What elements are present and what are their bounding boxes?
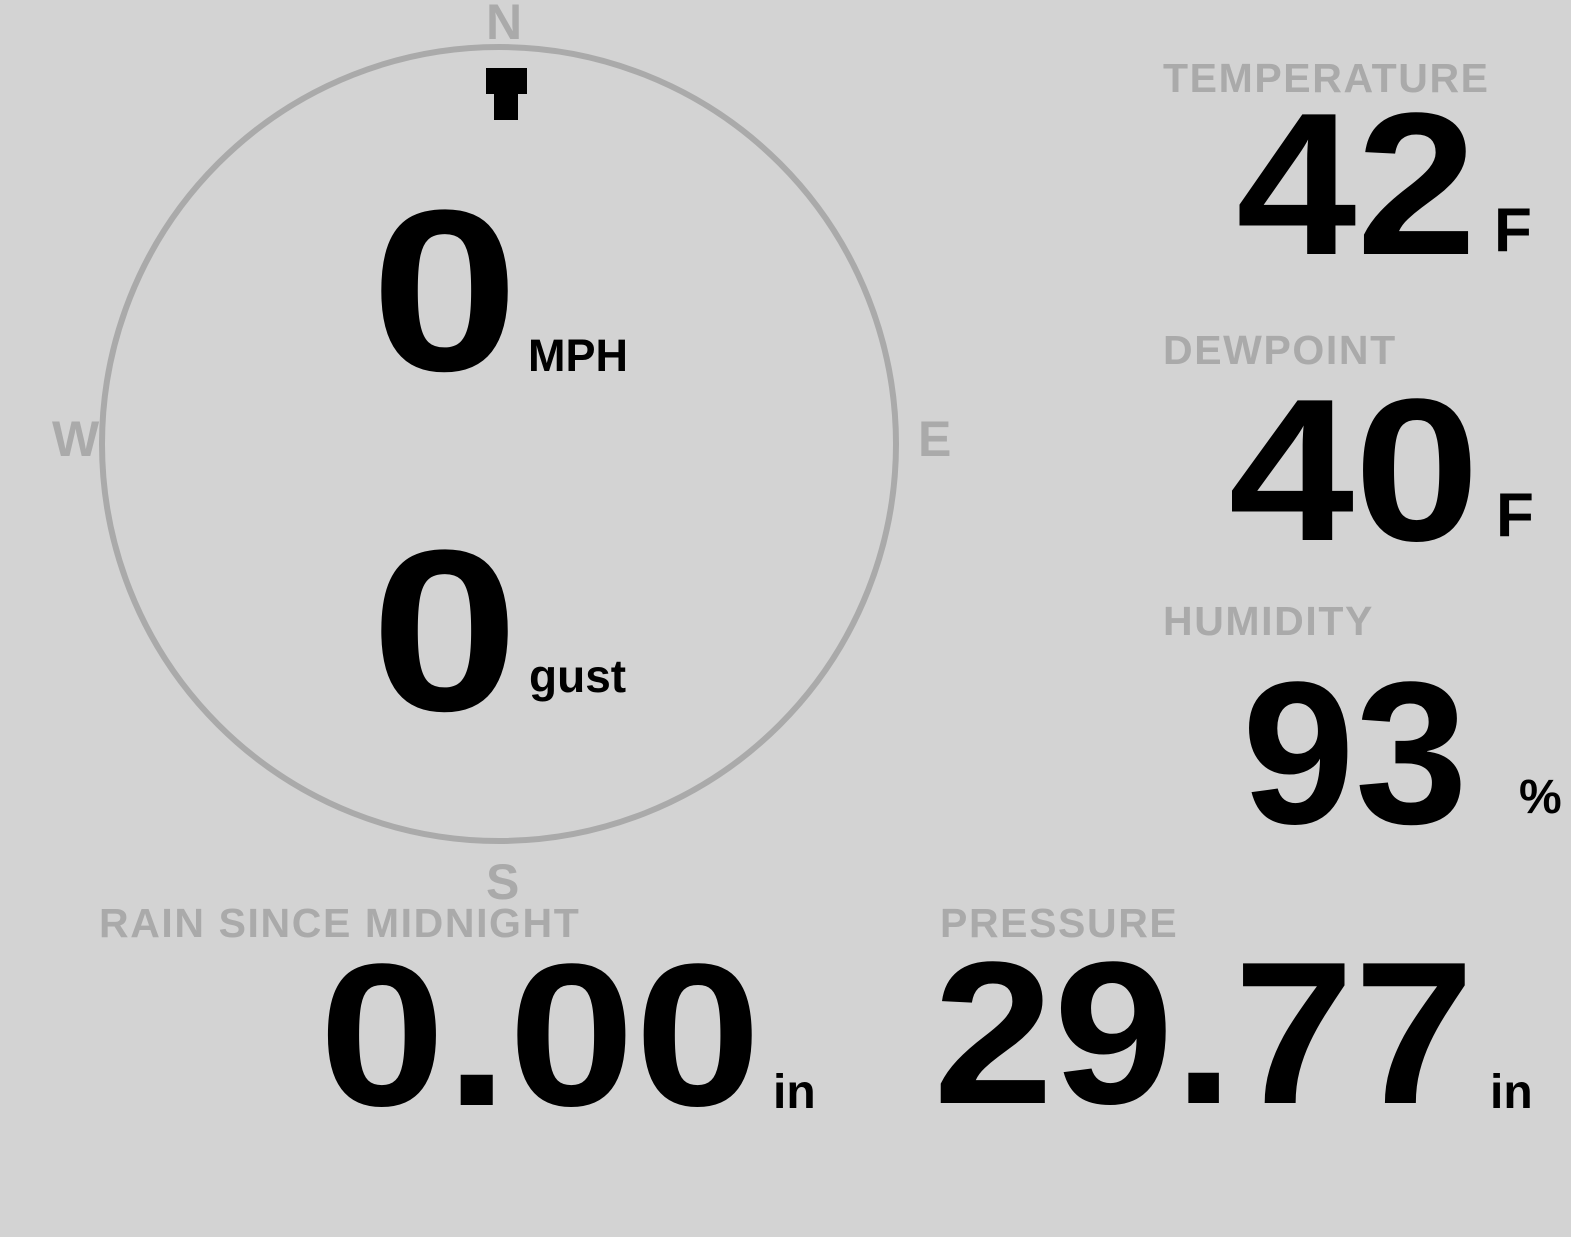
svg-text:0: 0 [371, 502, 519, 759]
svg-text:0.00: 0.00 [319, 921, 761, 1148]
svg-text:29.77: 29.77 [933, 920, 1474, 1147]
svg-text:0: 0 [371, 162, 519, 419]
